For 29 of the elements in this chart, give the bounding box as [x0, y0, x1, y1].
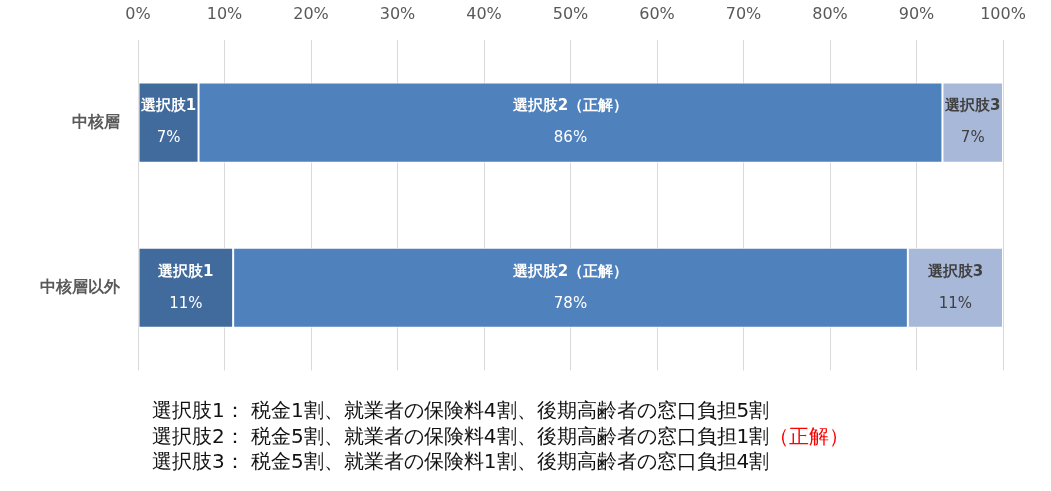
x-tick-label: 60% — [639, 3, 675, 23]
data-label: 11% — [938, 293, 973, 312]
data-label: 78% — [553, 293, 588, 312]
text: 選択肢2： 税金5割、就業者の保険料4割、後期高齢者の窓口負担1割 — [152, 423, 770, 448]
x-tick-label: 100% — [980, 3, 1026, 23]
data-label: 7% — [156, 128, 181, 147]
x-tick-label: 90% — [898, 3, 935, 23]
y-tick-label: 中核層 — [72, 111, 120, 131]
x-tick-label: 50% — [552, 3, 589, 23]
data-label: 7% — [960, 128, 985, 147]
text: 選択肢2（正解） — [512, 261, 629, 280]
text: 選択肢1： 税金1割、就業者の保険料4割、後期高齢者の窓口負担5割 — [152, 398, 770, 422]
series-label: 選択肢1 — [139, 96, 197, 115]
x-tick-label: 80% — [812, 3, 848, 23]
x-tick-label: 30% — [379, 3, 416, 23]
x-tick-label: 10% — [206, 3, 243, 23]
data-label: 11% — [169, 293, 203, 312]
x-tick-label: 0% — [125, 3, 151, 23]
series-label: 選択肢2（正解） — [511, 96, 629, 115]
x-tick-label: 40% — [466, 3, 502, 23]
text: 選択肢3 — [927, 261, 984, 280]
x-tick-label: 20% — [293, 3, 329, 23]
text: 選択肢3： 税金5割、就業者の保険料1割、後期高齢者の窓口負担4割 — [152, 449, 770, 473]
y-tick-label: 中核層以外 — [40, 276, 121, 296]
text: 選択肢1 — [158, 261, 214, 280]
data-label: 86% — [553, 128, 588, 147]
series-label: 選択肢3 — [944, 96, 1001, 115]
text: （正解） — [769, 423, 850, 448]
x-tick-label: 70% — [725, 3, 762, 23]
